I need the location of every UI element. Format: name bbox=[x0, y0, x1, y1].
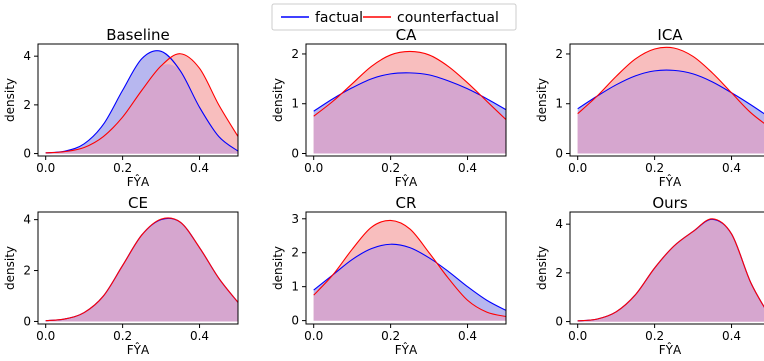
overlap-density-fill bbox=[577, 219, 764, 322]
x-tick-label: 0.2 bbox=[113, 329, 132, 343]
chart-panel-ica: 0.0 0.2 0.4 0 1 2 ICA FŶA density bbox=[535, 26, 764, 189]
y-axis-label: density bbox=[535, 246, 549, 290]
x-tick-label: 0.4 bbox=[190, 329, 209, 343]
plot-area bbox=[45, 217, 238, 322]
plot-area bbox=[313, 219, 506, 321]
x-tick-label: 0.0 bbox=[568, 161, 587, 175]
y-tick-label: 0 bbox=[291, 314, 299, 328]
y-tick-label: 1 bbox=[291, 280, 299, 294]
y-tick-label: 2 bbox=[555, 47, 563, 61]
x-tick-label: 0.0 bbox=[304, 329, 323, 343]
y-axis-label: density bbox=[535, 78, 549, 122]
x-axis-label: FŶA bbox=[395, 174, 418, 189]
y-tick-label: 0 bbox=[555, 147, 563, 161]
plot-frame bbox=[305, 211, 507, 325]
factual-density-line bbox=[313, 243, 506, 311]
y-axis-label: density bbox=[3, 246, 17, 290]
y-axis-label: density bbox=[3, 78, 17, 122]
x-axis-label: FŶA bbox=[127, 174, 150, 189]
x-axis-label: FŶA bbox=[659, 342, 682, 356]
x-tick-label: 0.4 bbox=[722, 161, 741, 175]
y-tick-label: 0 bbox=[291, 147, 299, 161]
y-tick-label: 2 bbox=[23, 98, 31, 112]
y-tick-label: 3 bbox=[291, 212, 299, 226]
legend-counterfactual-label: counterfactual bbox=[397, 10, 499, 26]
plot-area bbox=[577, 46, 764, 154]
x-tick-label: 0.0 bbox=[36, 161, 55, 175]
panel-title: ICA bbox=[657, 26, 683, 44]
y-tick-label: 4 bbox=[23, 49, 31, 63]
chart-panel-baseline: 0.0 0.2 0.4 0 2 4 Baseline FŶA density bbox=[3, 26, 239, 189]
overlap-density-fill bbox=[45, 64, 238, 154]
y-tick-label: 2 bbox=[291, 47, 299, 61]
counterfactual-density-line bbox=[45, 53, 238, 154]
y-tick-label: 2 bbox=[555, 266, 563, 280]
plot-area bbox=[577, 218, 764, 322]
chart-panel-ca: 0.0 0.2 0.4 0 1 2 CA FŶA density bbox=[271, 26, 507, 189]
x-axis-label: FŶA bbox=[659, 174, 682, 189]
y-axis-label: density bbox=[271, 78, 285, 122]
x-tick-label: 0.0 bbox=[36, 329, 55, 343]
panel-title: CA bbox=[396, 26, 417, 44]
legend: factual counterfactual bbox=[271, 3, 517, 31]
x-tick-label: 0.4 bbox=[722, 329, 741, 343]
y-tick-label: 4 bbox=[23, 213, 31, 227]
counterfactual-density-line bbox=[577, 46, 764, 124]
y-tick-label: 0 bbox=[555, 315, 563, 329]
x-tick-label: 0.2 bbox=[381, 161, 400, 175]
y-tick-label: 1 bbox=[555, 97, 563, 111]
x-tick-label: 0.2 bbox=[645, 161, 664, 175]
x-tick-label: 0.2 bbox=[645, 329, 664, 343]
x-tick-label: 0.4 bbox=[190, 161, 209, 175]
plot-area bbox=[45, 50, 238, 154]
plot-frame bbox=[37, 211, 239, 325]
legend-factual-label: factual bbox=[315, 10, 363, 26]
legend-box bbox=[271, 3, 517, 31]
counterfactual-density-line bbox=[577, 218, 764, 322]
factual-density-line bbox=[577, 69, 764, 115]
panel-title: CE bbox=[128, 194, 148, 212]
panel-title: CR bbox=[396, 194, 417, 212]
plot-area bbox=[313, 50, 506, 154]
counterfactual-density-line bbox=[45, 217, 238, 322]
x-axis-label: FŶA bbox=[127, 342, 150, 356]
x-tick-label: 0.2 bbox=[113, 161, 132, 175]
overlap-density-fill bbox=[45, 218, 238, 322]
counterfactual-density-line bbox=[313, 50, 506, 121]
plot-frame bbox=[37, 43, 239, 157]
y-tick-label: 4 bbox=[555, 217, 563, 231]
chart-panel-ours: 0.0 0.2 0.4 0 2 4 Ours FŶA density bbox=[535, 194, 764, 357]
factual-density-line bbox=[45, 50, 238, 154]
y-tick-label: 1 bbox=[291, 97, 299, 111]
plot-frame bbox=[305, 43, 507, 157]
overlap-density-fill bbox=[313, 244, 506, 321]
x-tick-label: 0.0 bbox=[304, 161, 323, 175]
overlap-density-fill bbox=[313, 72, 506, 154]
y-axis-label: density bbox=[271, 246, 285, 290]
x-tick-label: 0.4 bbox=[458, 161, 477, 175]
counterfactual-density-line bbox=[313, 219, 506, 318]
plot-frame bbox=[569, 211, 764, 325]
chart-panel-ce: 0.0 0.2 0.4 0 2 4 CE FŶA density bbox=[3, 194, 239, 357]
y-tick-label: 2 bbox=[23, 264, 31, 278]
x-tick-label: 0.2 bbox=[381, 329, 400, 343]
overlap-density-fill bbox=[577, 70, 764, 154]
y-tick-label: 0 bbox=[23, 314, 31, 328]
factual-density-line bbox=[313, 72, 506, 112]
y-tick-label: 0 bbox=[23, 147, 31, 161]
panel-title: Ours bbox=[652, 194, 687, 212]
x-tick-label: 0.0 bbox=[568, 329, 587, 343]
panel-title: Baseline bbox=[106, 26, 170, 44]
x-tick-label: 0.4 bbox=[458, 329, 477, 343]
plot-frame bbox=[569, 43, 764, 157]
y-tick-label: 2 bbox=[291, 246, 299, 260]
chart-panel-cr: 0.0 0.2 0.4 0 1 2 3 CR FŶA density bbox=[271, 194, 507, 357]
x-axis-label: FŶA bbox=[395, 342, 418, 356]
